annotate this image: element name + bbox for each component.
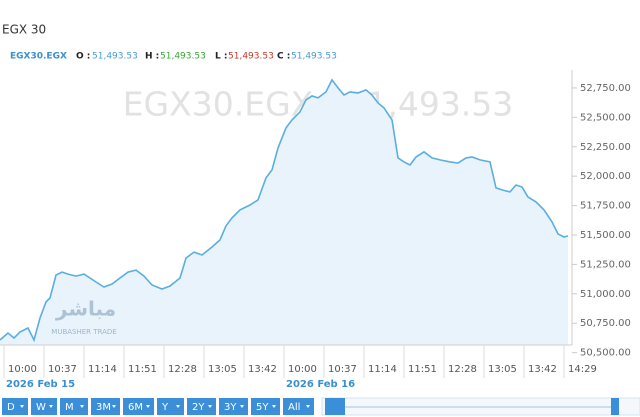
y-tick-label: 51,750.00 bbox=[580, 201, 631, 212]
x-tick-label: 10:00 bbox=[8, 364, 37, 375]
navigator-handle[interactable] bbox=[611, 398, 619, 415]
area bbox=[0, 79, 568, 345]
symbol: EGX30.EGX bbox=[10, 52, 67, 62]
low-label: L : bbox=[215, 52, 227, 62]
x-tick-label: 13:05 bbox=[208, 364, 237, 375]
chart-title: EGX 30 bbox=[2, 23, 46, 37]
x-tick-label: 11:14 bbox=[368, 364, 397, 375]
y-tick-label: 50,500.00 bbox=[580, 348, 631, 359]
y-tick-label: 51,250.00 bbox=[580, 259, 631, 270]
open-label: O : bbox=[76, 52, 90, 62]
range-button[interactable] bbox=[31, 398, 57, 415]
x-tick-label: 13:42 bbox=[528, 364, 557, 375]
dropdown-caret bbox=[112, 405, 116, 408]
x-tick-label: 10:00 bbox=[288, 364, 317, 375]
dropdown-caret bbox=[80, 405, 84, 408]
dropdown-caret bbox=[208, 405, 212, 408]
y-tick-label: 52,500.00 bbox=[580, 112, 631, 123]
x-tick-label: 11:51 bbox=[128, 364, 157, 375]
ohlc-header: EGX30.EGX O : 51,493.53 H : 51,493.53 L … bbox=[10, 52, 337, 62]
y-tick-label: 51,000.00 bbox=[580, 289, 631, 300]
high-value: 51,493.53 bbox=[160, 52, 206, 62]
y-tick-label: 52,750.00 bbox=[580, 83, 631, 94]
low-value: 51,493.53 bbox=[228, 52, 274, 62]
dropdown-caret bbox=[306, 405, 310, 408]
range-button[interactable] bbox=[187, 398, 216, 415]
dropdown-caret bbox=[240, 405, 244, 408]
high-label: H : bbox=[145, 52, 159, 62]
range-button[interactable] bbox=[219, 398, 248, 415]
range-button[interactable] bbox=[251, 398, 280, 415]
range-button-label: 5Y bbox=[256, 402, 269, 413]
plot-area bbox=[0, 78, 569, 345]
range-button[interactable] bbox=[2, 398, 28, 415]
range-button-label: D bbox=[7, 402, 15, 413]
range-button-label: W bbox=[36, 402, 46, 413]
x-tick-label: 14:29 bbox=[568, 364, 597, 375]
x-tick-label: 11:14 bbox=[88, 364, 117, 375]
navigator-handle[interactable] bbox=[325, 398, 345, 415]
close-label: C : bbox=[277, 52, 290, 62]
x-tick-label: 10:37 bbox=[48, 364, 77, 375]
price-line bbox=[0, 78, 569, 343]
close-value: 51,493.53 bbox=[291, 52, 337, 62]
range-button[interactable] bbox=[91, 398, 120, 415]
x-tick-label: 12:28 bbox=[448, 364, 477, 375]
range-button[interactable] bbox=[157, 398, 184, 415]
y-tick-label: 51,500.00 bbox=[580, 230, 631, 241]
dropdown-caret bbox=[176, 405, 180, 408]
y-tick-label: 52,250.00 bbox=[580, 142, 631, 153]
logo-tagline: MUBASHER TRADE bbox=[51, 328, 116, 336]
x-tick-label: 13:42 bbox=[248, 364, 277, 375]
range-button-label: 3Y bbox=[224, 402, 237, 413]
dropdown-caret bbox=[49, 405, 53, 408]
range-button-label: 2Y bbox=[192, 402, 205, 413]
open-value: 51,493.53 bbox=[92, 52, 138, 62]
dropdown-caret bbox=[20, 405, 24, 408]
dropdown-caret bbox=[272, 405, 276, 408]
range-button-label: Y bbox=[161, 402, 169, 413]
range-button[interactable] bbox=[283, 398, 314, 415]
range-button-label: M bbox=[65, 402, 74, 413]
dropdown-caret bbox=[146, 405, 150, 408]
y-tick-label: 52,000.00 bbox=[580, 171, 631, 182]
x-date-label: 2026 Feb 15 bbox=[6, 379, 75, 390]
range-button-label: 3M bbox=[96, 402, 111, 413]
x-tick-label: 13:05 bbox=[488, 364, 517, 375]
x-tick-label: 11:51 bbox=[408, 364, 437, 375]
range-button[interactable] bbox=[123, 398, 154, 415]
navigator bbox=[321, 397, 640, 416]
y-tick-label: 50,750.00 bbox=[580, 318, 631, 329]
x-tick-label: 10:37 bbox=[328, 364, 357, 375]
range-button-label: 6M bbox=[128, 402, 143, 413]
logo-name: مباشر bbox=[55, 297, 116, 321]
range-button-label: All bbox=[288, 402, 300, 413]
x-date-label: 2026 Feb 16 bbox=[286, 379, 355, 390]
range-button[interactable] bbox=[60, 398, 88, 415]
x-tick-label: 12:28 bbox=[168, 364, 197, 375]
